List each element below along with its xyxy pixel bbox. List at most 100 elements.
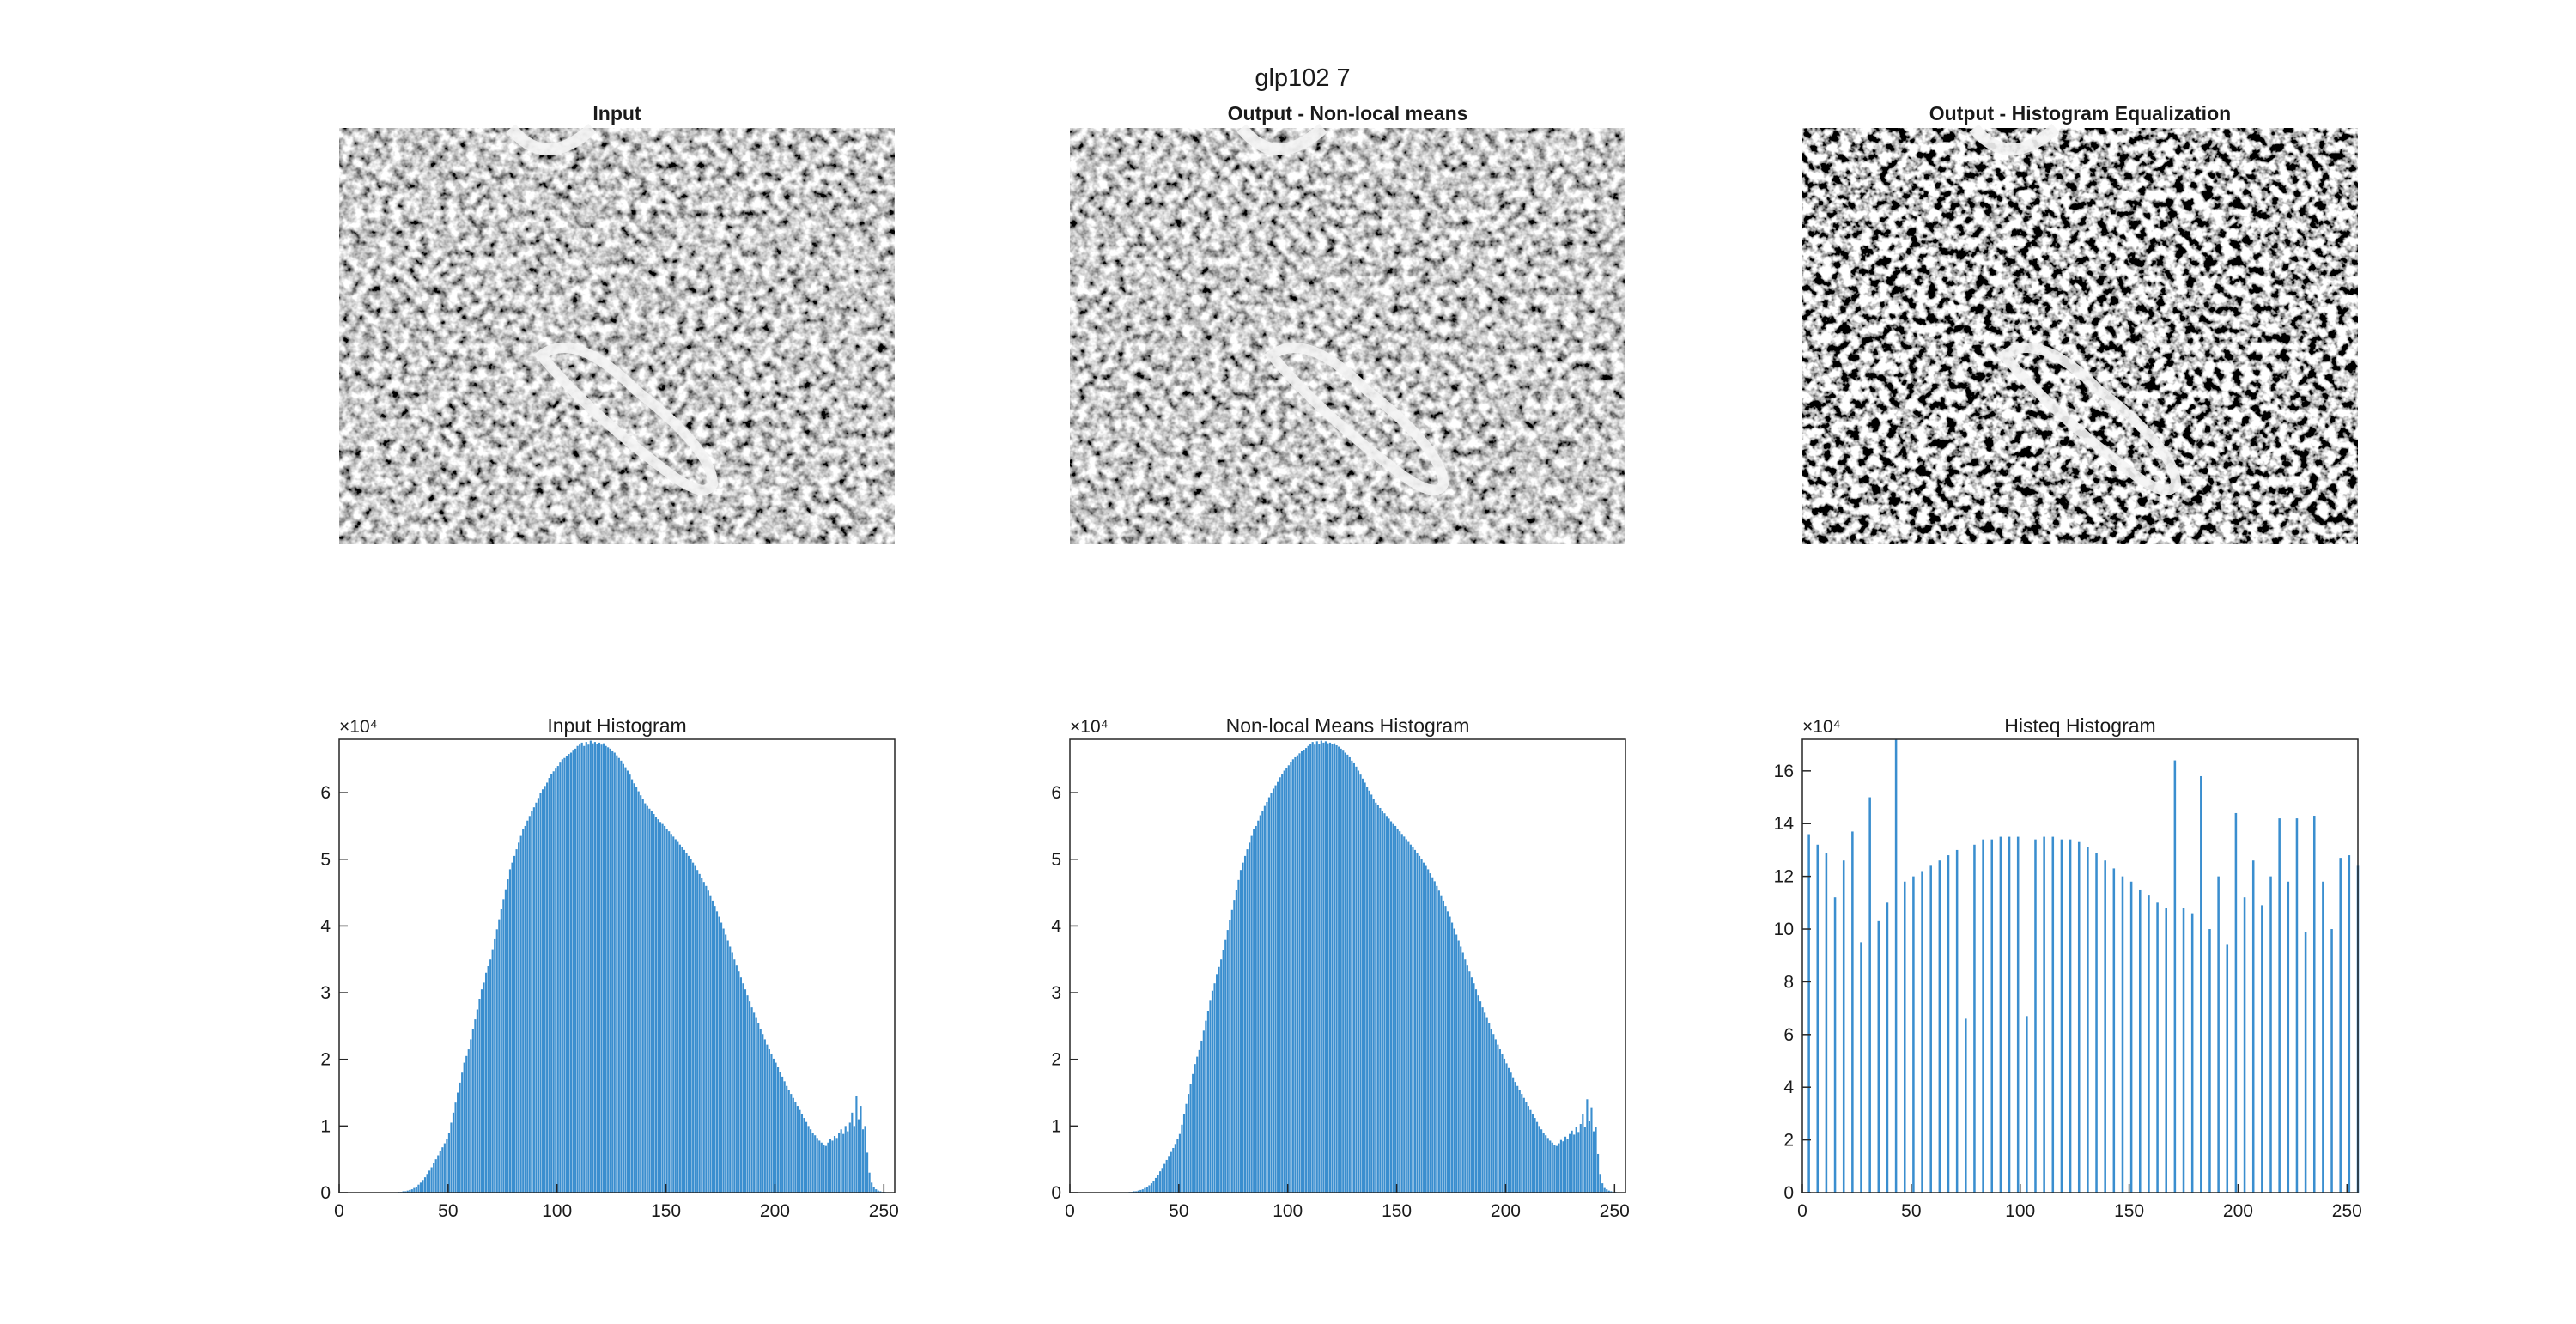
histogram-bar xyxy=(811,1133,814,1193)
histogram-bar xyxy=(844,1126,847,1193)
histogram-bar xyxy=(668,831,671,1193)
histogram-bar xyxy=(1375,802,1377,1193)
vessel-outline xyxy=(1996,343,2182,495)
histogram-bar xyxy=(422,1180,424,1193)
histogram-title: Histeq Histogram xyxy=(2004,714,2155,737)
histogram-bar xyxy=(1379,807,1382,1193)
histogram-bar xyxy=(855,1096,858,1193)
histogram-bar xyxy=(478,999,481,1193)
histogram-bar xyxy=(1929,865,1932,1193)
histogram-bar xyxy=(1328,742,1332,1193)
histogram-bar xyxy=(702,882,705,1193)
histogram-bar xyxy=(410,1189,413,1193)
histogram-bar xyxy=(1189,1084,1192,1193)
histogram-bar xyxy=(1579,1124,1582,1193)
histogram-bar xyxy=(1429,873,1431,1193)
histogram-bar xyxy=(1361,778,1364,1193)
histogram-bar xyxy=(757,1023,760,1193)
histogram-bar xyxy=(641,799,644,1193)
histogram-bar xyxy=(861,1129,865,1193)
histogram-bar xyxy=(487,966,489,1193)
histogram-bar xyxy=(589,740,592,1193)
histogram-bar xyxy=(1427,869,1430,1193)
histogram-bar xyxy=(687,855,690,1193)
histogram-bar xyxy=(829,1139,832,1193)
histogram-bar xyxy=(630,779,634,1193)
histogram-bar xyxy=(1172,1147,1175,1193)
histogram-bar xyxy=(563,757,566,1193)
histogram-bar xyxy=(600,744,603,1193)
histogram-bar xyxy=(1202,1030,1205,1193)
histogram-bar xyxy=(1141,1189,1144,1193)
histogram-bar xyxy=(792,1097,794,1193)
histogram-bar xyxy=(1569,1133,1571,1193)
histogram-bar xyxy=(417,1184,420,1193)
histogram-bar xyxy=(603,743,605,1193)
histogram-bar xyxy=(459,1082,461,1193)
histogram-bar xyxy=(672,836,675,1193)
histogram-bar xyxy=(1198,1049,1200,1193)
histogram-bar xyxy=(763,1039,766,1193)
histogram-bar xyxy=(1357,770,1360,1193)
histogram-bar xyxy=(635,787,638,1193)
histogram-bar xyxy=(842,1133,845,1193)
histogram-bar xyxy=(800,1114,804,1193)
histogram-bar xyxy=(1412,847,1414,1193)
histogram-bar xyxy=(681,847,683,1193)
histogram-bar xyxy=(439,1151,441,1193)
histogram-bar xyxy=(768,1049,770,1193)
histogram-bar xyxy=(1259,815,1261,1193)
histogram-bar xyxy=(587,744,590,1193)
histogram-bar xyxy=(450,1122,453,1193)
histogram-bar xyxy=(2251,860,2255,1193)
x-tick-label: 0 xyxy=(1797,1201,1807,1221)
histogram-bar xyxy=(1315,741,1318,1193)
histogram-bar xyxy=(1200,1040,1203,1193)
histogram-bar xyxy=(1512,1077,1515,1193)
histogram-bar xyxy=(1192,1073,1194,1193)
histogram-bar xyxy=(1355,766,1358,1193)
histogram-bar xyxy=(1529,1109,1532,1193)
histogram-bar xyxy=(1376,805,1379,1193)
histogram-bar xyxy=(853,1126,855,1193)
histogram-bar xyxy=(1494,1039,1497,1193)
histogram-bar xyxy=(1340,748,1342,1193)
y-tick-label: 2 xyxy=(320,1050,331,1070)
histogram-bar xyxy=(661,823,664,1193)
histogram-bar xyxy=(1396,829,1399,1193)
histogram-bar xyxy=(498,919,501,1193)
histogram-bar xyxy=(1334,743,1336,1193)
histogram-bar xyxy=(1383,813,1386,1193)
histogram-bar xyxy=(827,1142,829,1193)
histogram-bar xyxy=(2043,836,2045,1193)
histogram-bar xyxy=(744,989,747,1193)
histogram-bar xyxy=(770,1054,773,1193)
histogram-bar xyxy=(624,767,627,1193)
histogram-bar xyxy=(1220,959,1223,1193)
histogram-bar xyxy=(1479,1001,1482,1193)
histogram-bar xyxy=(1947,855,1950,1193)
x-tick-label: 150 xyxy=(1382,1201,1412,1221)
histogram-bar xyxy=(1455,934,1458,1193)
histogram-bar xyxy=(2269,876,2272,1193)
histogram-bar xyxy=(609,748,611,1193)
histogram-bar xyxy=(1535,1121,1539,1193)
y-tick-label: 2 xyxy=(1051,1050,1061,1070)
histogram-bar xyxy=(531,811,533,1193)
y-tick-label: 16 xyxy=(1774,762,1794,781)
histogram-bar xyxy=(831,1140,834,1193)
histogram-bar xyxy=(1324,741,1327,1193)
histogram-bar xyxy=(528,816,531,1193)
histogram-bar xyxy=(474,1019,477,1193)
histogram-bar xyxy=(705,885,708,1193)
histogram-bar xyxy=(872,1187,875,1193)
histogram-bar xyxy=(2060,839,2063,1193)
histogram-bar xyxy=(441,1147,444,1193)
histogram-bar xyxy=(617,757,620,1193)
histogram-bar xyxy=(677,841,679,1193)
histogram-bar xyxy=(1235,890,1237,1193)
histogram-bar xyxy=(2121,876,2124,1193)
x-tick-label: 250 xyxy=(869,1201,899,1221)
histogram-bar xyxy=(1178,1133,1181,1193)
histogram-bar xyxy=(1285,768,1288,1193)
